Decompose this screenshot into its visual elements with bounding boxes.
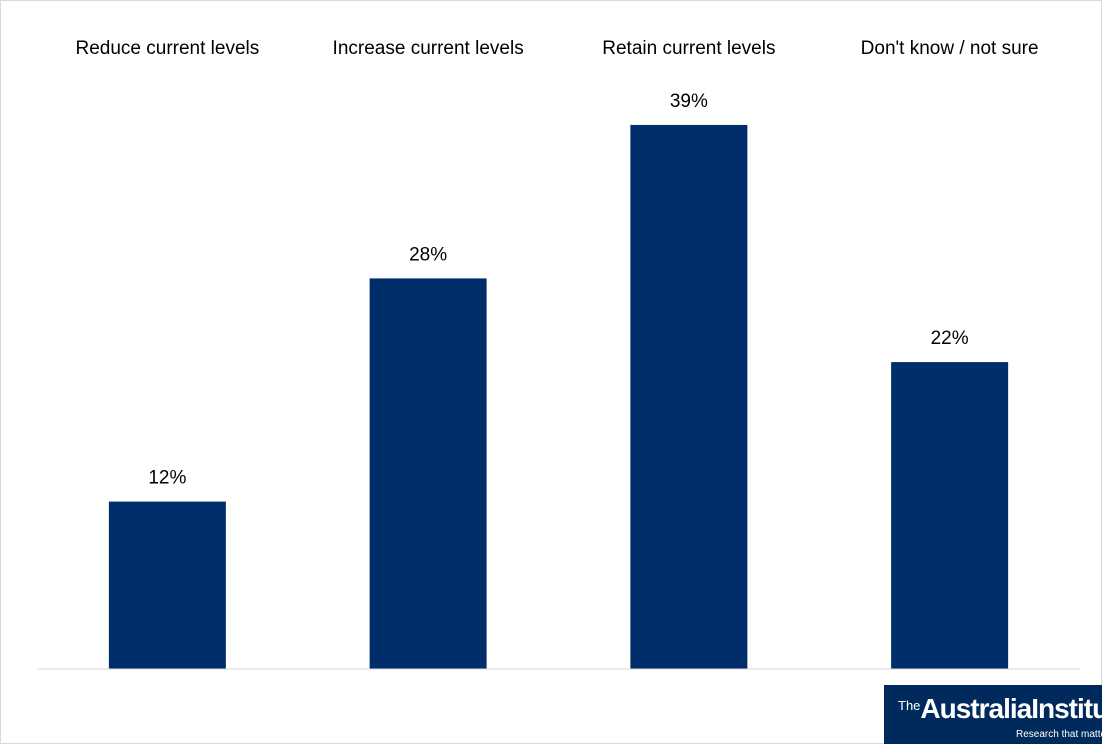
bar <box>108 501 226 669</box>
logo-name: AustraliaInstitute <box>920 693 1102 724</box>
category-label: Increase current levels <box>333 38 524 59</box>
data-label: 22% <box>931 328 969 349</box>
data-labels: 12% 28% 39% 22% <box>148 91 968 489</box>
logo-wordmark: TheAustraliaInstitute <box>898 693 1102 725</box>
australia-institute-logo: TheAustraliaInstitute Research that matt… <box>884 685 1102 744</box>
data-label: 39% <box>670 91 708 112</box>
logo-the: The <box>898 698 921 713</box>
bar <box>369 278 487 669</box>
bar <box>891 362 1009 669</box>
category-label: Don't know / not sure <box>861 38 1039 59</box>
data-label: 12% <box>148 468 186 489</box>
category-labels: Reduce current levels Increase current le… <box>75 38 1038 59</box>
bars <box>108 124 1009 669</box>
data-label: 28% <box>409 244 447 265</box>
logo-tagline: Research that matters <box>1016 729 1102 740</box>
category-label: Reduce current levels <box>75 38 259 59</box>
bar <box>630 124 748 669</box>
category-label: Retain current levels <box>602 38 775 59</box>
